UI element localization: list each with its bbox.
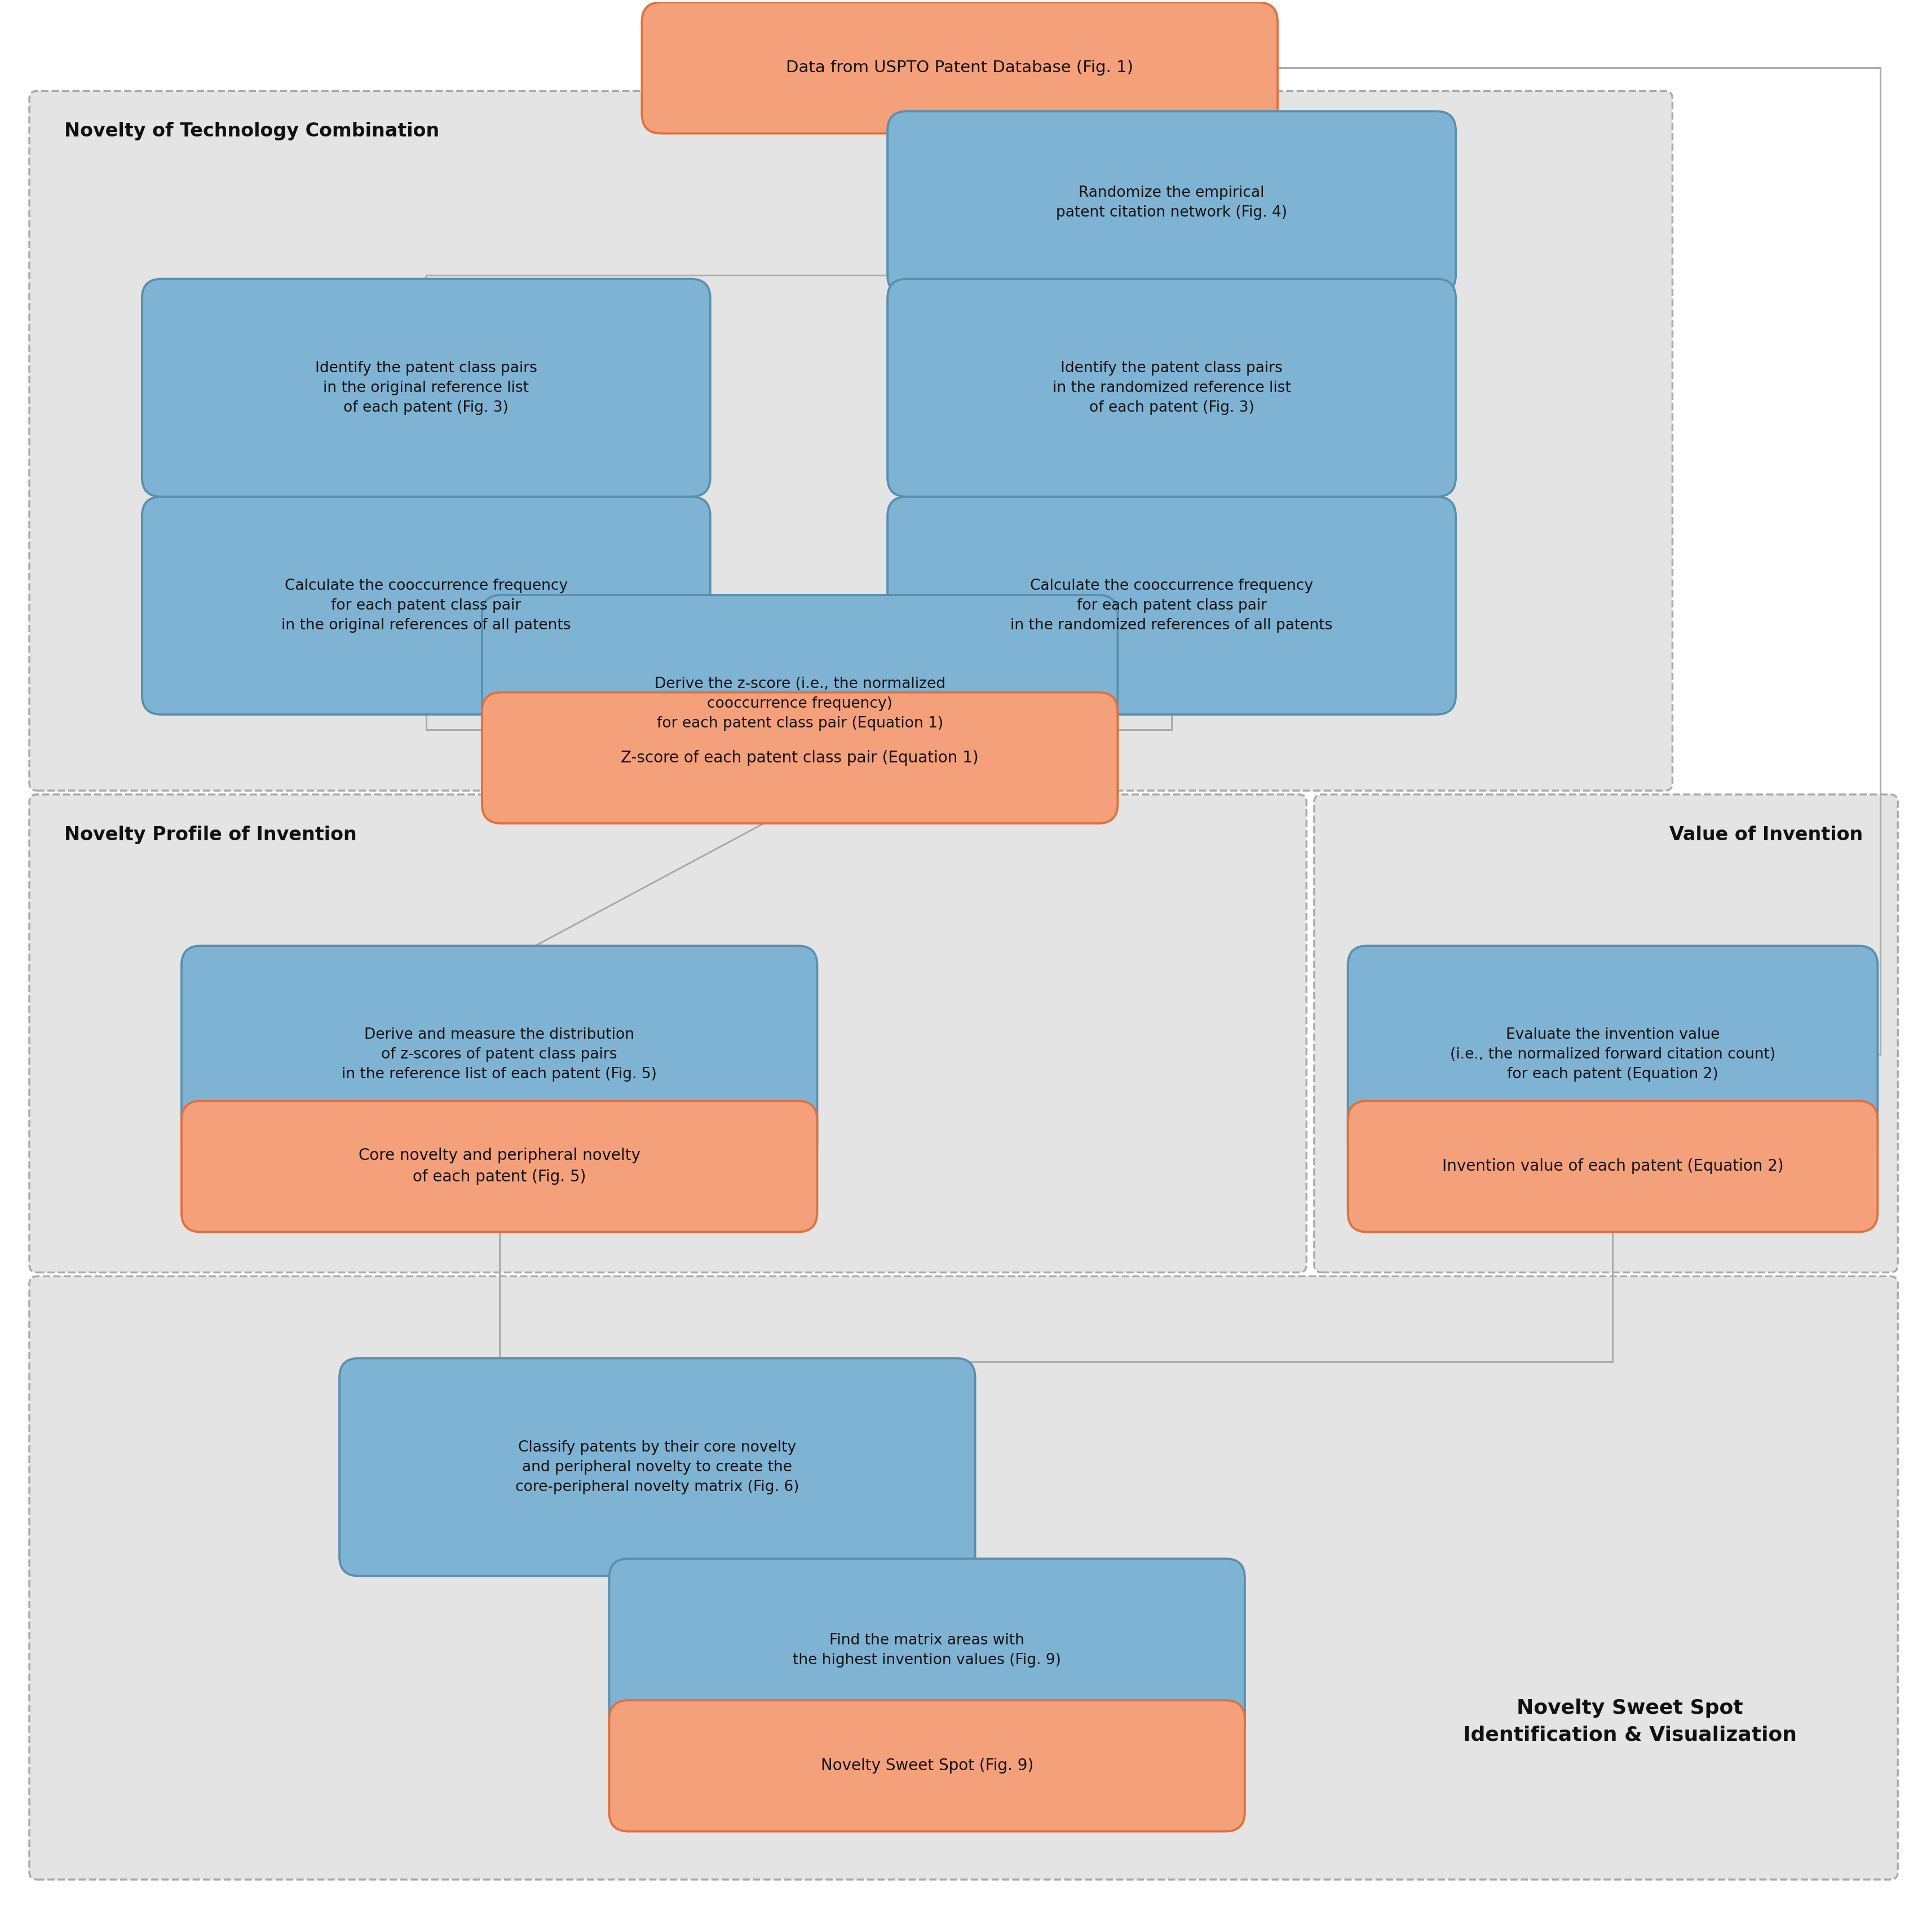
- Text: Data from USPTO Patent Database (Fig. 1): Data from USPTO Patent Database (Fig. 1): [786, 60, 1133, 75]
- Text: Novelty Sweet Spot (Fig. 9): Novelty Sweet Spot (Fig. 9): [821, 1758, 1033, 1774]
- Text: Find the matrix areas with
the highest invention values (Fig. 9): Find the matrix areas with the highest i…: [794, 1633, 1062, 1667]
- FancyBboxPatch shape: [29, 1277, 1898, 1880]
- FancyBboxPatch shape: [608, 1559, 1245, 1743]
- FancyBboxPatch shape: [143, 497, 711, 715]
- Text: Evaluate the invention value
(i.e., the normalized forward citation count)
for e: Evaluate the invention value (i.e., the …: [1450, 1028, 1775, 1082]
- FancyBboxPatch shape: [641, 2, 1278, 133]
- FancyBboxPatch shape: [483, 692, 1118, 823]
- Text: Derive and measure the distribution
of z-scores of patent class pairs
in the ref: Derive and measure the distribution of z…: [342, 1028, 657, 1082]
- FancyBboxPatch shape: [1315, 794, 1898, 1273]
- FancyBboxPatch shape: [340, 1358, 975, 1577]
- Text: Core novelty and peripheral novelty
of each patent (Fig. 5): Core novelty and peripheral novelty of e…: [359, 1148, 641, 1184]
- Text: Randomize the empirical
patent citation network (Fig. 4): Randomize the empirical patent citation …: [1056, 185, 1288, 220]
- FancyBboxPatch shape: [483, 595, 1118, 813]
- Text: Novelty Sweet Spot
Identification & Visualization: Novelty Sweet Spot Identification & Visu…: [1464, 1698, 1798, 1745]
- FancyBboxPatch shape: [29, 91, 1672, 790]
- Text: Novelty of Technology Combination: Novelty of Technology Combination: [64, 122, 438, 141]
- Text: Derive the z-score (i.e., the normalized
cooccurrence frequency)
for each patent: Derive the z-score (i.e., the normalized…: [655, 676, 946, 730]
- FancyBboxPatch shape: [888, 112, 1456, 294]
- FancyBboxPatch shape: [608, 1700, 1245, 1832]
- FancyBboxPatch shape: [888, 497, 1456, 715]
- Text: Z-score of each patent class pair (Equation 1): Z-score of each patent class pair (Equat…: [622, 750, 979, 765]
- FancyBboxPatch shape: [1348, 1101, 1877, 1233]
- Text: Identify the patent class pairs
in the randomized reference list
of each patent : Identify the patent class pairs in the r…: [1052, 361, 1290, 415]
- FancyBboxPatch shape: [1348, 947, 1877, 1163]
- Text: Invention value of each patent (Equation 2): Invention value of each patent (Equation…: [1442, 1159, 1784, 1175]
- Text: Calculate the cooccurrence frequency
for each patent class pair
in the randomize: Calculate the cooccurrence frequency for…: [1010, 578, 1332, 632]
- FancyBboxPatch shape: [182, 1101, 817, 1233]
- FancyBboxPatch shape: [182, 947, 817, 1163]
- Text: Calculate the cooccurrence frequency
for each patent class pair
in the original : Calculate the cooccurrence frequency for…: [282, 578, 572, 632]
- FancyBboxPatch shape: [888, 278, 1456, 497]
- FancyBboxPatch shape: [143, 278, 711, 497]
- Text: Novelty Profile of Invention: Novelty Profile of Invention: [64, 825, 357, 844]
- Text: Classify patents by their core novelty
and peripheral novelty to create the
core: Classify patents by their core novelty a…: [516, 1439, 799, 1493]
- Text: Identify the patent class pairs
in the original reference list
of each patent (F: Identify the patent class pairs in the o…: [315, 361, 537, 415]
- Text: Value of Invention: Value of Invention: [1670, 825, 1863, 844]
- FancyBboxPatch shape: [29, 794, 1307, 1273]
